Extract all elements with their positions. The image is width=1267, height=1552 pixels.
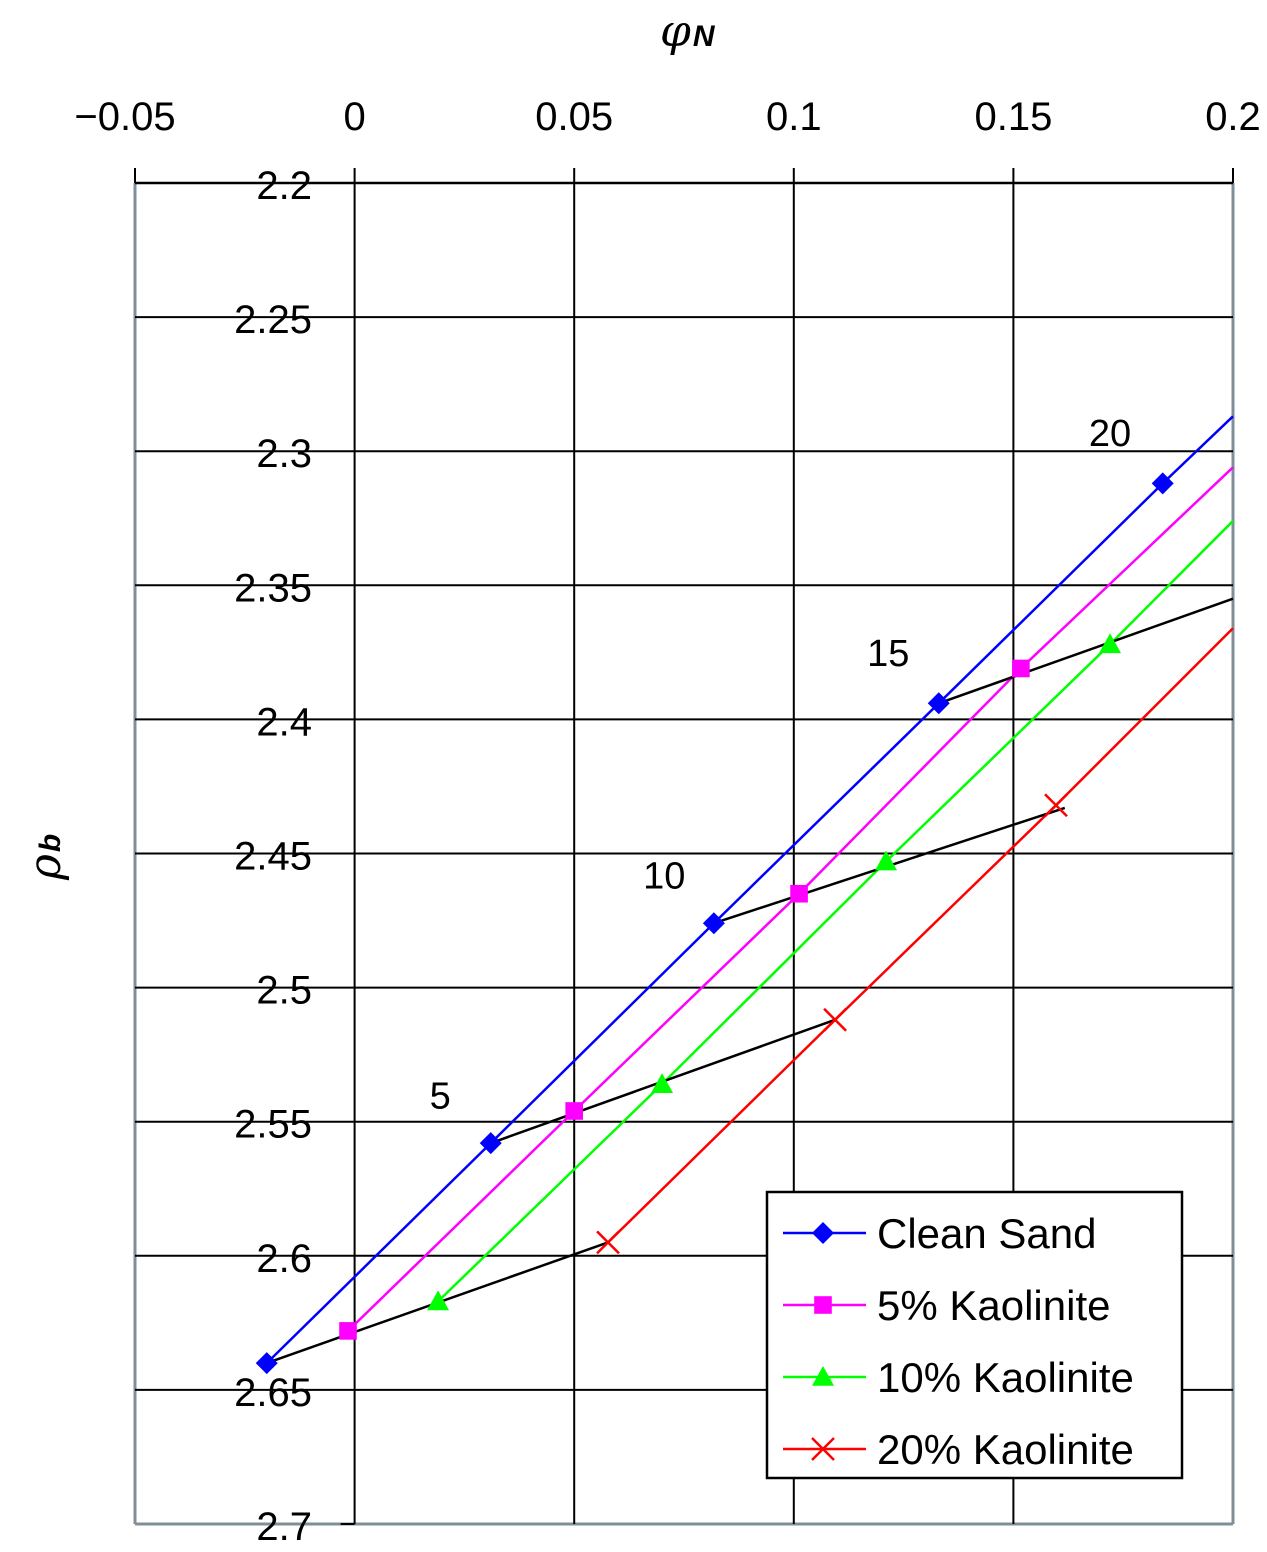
legend-label: Clean Sand [877, 1210, 1097, 1257]
legend-label: 5% Kaolinite [877, 1282, 1110, 1329]
x-axis-title: φN [660, 6, 716, 57]
legend-box [765, 1190, 1184, 1480]
y-tick-label: 2.55 [234, 1103, 312, 1147]
series-line [607, 627, 1234, 1244]
diamond-marker-icon [927, 692, 950, 715]
y-tick-label: 2.5 [256, 969, 312, 1013]
annotation-label: 15 [867, 633, 909, 675]
legend-label: 20% Kaolinite [877, 1426, 1134, 1473]
y-axis-ticks: 2.2 2.25 2.3 2.35 2.4 2.45 2.5 2.55 2.6 2.65 2.7 [234, 164, 312, 1549]
x-stroke [1044, 793, 1068, 818]
square-marker-icon [1012, 659, 1030, 678]
x-tick-label: 0 [343, 95, 365, 139]
square-marker-icon [814, 1296, 832, 1314]
x-marker-icon [1044, 793, 1068, 818]
triangle-marker-icon [427, 1290, 450, 1311]
y-tick-label: 2.2 [256, 164, 312, 208]
diamond-marker-icon [1151, 472, 1174, 495]
triangle-marker-icon [1099, 633, 1122, 654]
x-stroke [811, 1437, 835, 1461]
x-marker-icon [823, 1007, 847, 1032]
x-axis-title-main: φ [660, 6, 691, 57]
x-stroke [823, 1007, 847, 1032]
x-tick-label: −0.05 [74, 95, 175, 139]
x-tick-label: 0.2 [1205, 95, 1261, 139]
y-tick-label: 2.7 [256, 1505, 312, 1549]
y-axis-title-sub: b [34, 834, 67, 852]
legend-item: 10% Kaolinite [783, 1354, 1134, 1401]
diamond-marker-icon [255, 1352, 278, 1375]
legend: Clean Sand 5% Kaolinite 10% Kaolinite 20% K… [765, 1190, 1184, 1480]
x-axis-ticks: −0.05 0 0.05 0.1 0.15 0.2 [74, 95, 1261, 183]
series-line [265, 415, 1234, 1364]
y-tick-label: 2.35 [234, 566, 312, 610]
x-axis-title-sub: N [693, 20, 716, 53]
legend-item: Clean Sand [783, 1210, 1097, 1257]
y-tick-label: 2.6 [256, 1237, 312, 1281]
x-tick-label: 0.15 [974, 95, 1052, 139]
annotation-label: 10 [643, 855, 685, 897]
x-tick-label: 0.1 [766, 95, 822, 139]
legend-item: 5% Kaolinite [783, 1282, 1110, 1329]
annotation-label: 20 [1089, 413, 1131, 455]
legend-label: 10% Kaolinite [877, 1354, 1134, 1401]
series-markers [255, 472, 1174, 1375]
x-marker-icon [596, 1230, 620, 1255]
y-tick-label: 2.45 [234, 835, 312, 879]
y-axis-title: ρb [20, 834, 71, 881]
diamond-marker-icon [479, 1132, 502, 1155]
square-marker-icon [565, 1102, 583, 1120]
diamond-marker-icon [812, 1222, 834, 1244]
square-marker-icon [790, 884, 808, 903]
x-stroke [596, 1230, 620, 1255]
y-tick-label: 2.65 [234, 1371, 312, 1415]
x-marker-icon [811, 1437, 835, 1461]
square-marker-icon [339, 1322, 357, 1340]
triangle-marker-icon [875, 850, 898, 871]
y-tick-label: 2.4 [256, 700, 312, 744]
legend-item: 20% Kaolinite [783, 1426, 1134, 1473]
iso-line [938, 597, 1234, 705]
series-line [437, 520, 1234, 1303]
annotations: 5 10 15 20 [430, 413, 1131, 1117]
triangle-marker-icon [651, 1073, 674, 1093]
triangle-marker-icon [812, 1366, 834, 1386]
annotation-label: 5 [430, 1075, 451, 1117]
grid-lines [135, 181, 1233, 1525]
y-axis-title-main: ρ [20, 854, 71, 881]
y-tick-label: 2.3 [256, 432, 312, 476]
x-tick-label: 0.05 [535, 95, 613, 139]
diamond-marker-icon [702, 912, 725, 935]
y-tick-label: 2.25 [234, 298, 312, 342]
